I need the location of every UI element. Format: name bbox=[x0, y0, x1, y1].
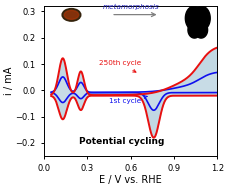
Ellipse shape bbox=[62, 9, 81, 21]
Polygon shape bbox=[185, 6, 201, 30]
Polygon shape bbox=[196, 14, 198, 36]
Text: 250th cycle: 250th cycle bbox=[99, 60, 141, 72]
Polygon shape bbox=[187, 22, 200, 38]
Text: Potential cycling: Potential cycling bbox=[79, 137, 164, 146]
Text: 1st cycle: 1st cycle bbox=[109, 96, 146, 104]
Y-axis label: i / mA: i / mA bbox=[4, 67, 14, 95]
Polygon shape bbox=[193, 6, 209, 30]
Ellipse shape bbox=[64, 10, 78, 19]
X-axis label: E / V vs. RHE: E / V vs. RHE bbox=[99, 175, 161, 185]
Polygon shape bbox=[194, 22, 207, 38]
Text: metamorphosis: metamorphosis bbox=[102, 4, 158, 10]
